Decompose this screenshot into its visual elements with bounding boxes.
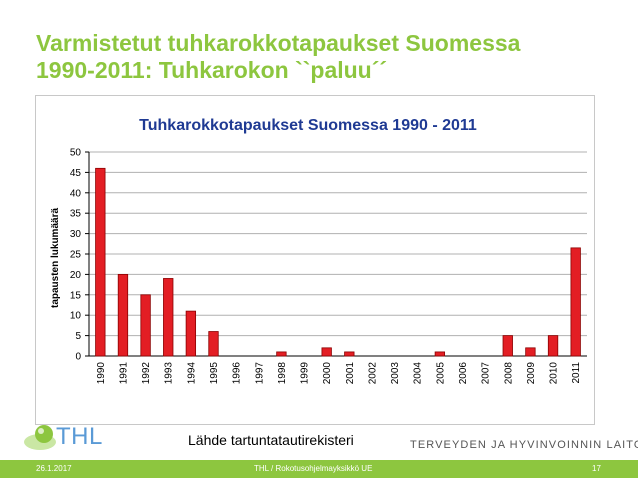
y-tick-label: 10 bbox=[70, 311, 82, 322]
y-tick-label: 35 bbox=[70, 209, 82, 220]
bar-1990 bbox=[95, 167, 106, 357]
bar-2011 bbox=[570, 247, 581, 357]
slide-title: Varmistetut tuhkarokkotapaukset Suomessa… bbox=[36, 30, 626, 84]
x-tick-label: 2011 bbox=[571, 362, 582, 384]
slide-title-line-2: 1990-2011: Tuhkarokon ``paluu´´ bbox=[36, 57, 388, 83]
bar-2005 bbox=[434, 351, 446, 357]
x-tick-label: 2001 bbox=[345, 362, 356, 385]
y-tick-label: 15 bbox=[70, 290, 82, 301]
slide-title-line-1: Varmistetut tuhkarokkotapaukset Suomessa bbox=[36, 30, 521, 56]
bar-2010 bbox=[547, 335, 559, 357]
bar-chart: Tuhkarokkotapaukset Suomessa 1990 - 2011… bbox=[50, 117, 587, 385]
bar-2000 bbox=[321, 347, 332, 357]
bar-1991 bbox=[117, 273, 129, 357]
x-tick-label: 1992 bbox=[141, 362, 152, 385]
x-tick-label: 2007 bbox=[481, 362, 492, 385]
x-tick-label: 2005 bbox=[435, 362, 446, 385]
x-tick-label: 1996 bbox=[232, 362, 243, 385]
bars bbox=[95, 167, 581, 357]
x-tick-label: 2003 bbox=[390, 362, 401, 385]
thl-logo-text: THL bbox=[56, 423, 103, 450]
y-tick-label: 25 bbox=[70, 250, 82, 261]
organization-name: TERVEYDEN JA HYVINVOINNIN LAITOS bbox=[410, 439, 638, 451]
x-tick-label: 1994 bbox=[186, 362, 197, 385]
bar-1993 bbox=[163, 278, 174, 357]
x-tick-label: 1998 bbox=[277, 362, 288, 385]
x-tick-label: 2004 bbox=[413, 362, 424, 385]
bar-1995 bbox=[208, 331, 219, 357]
bar-1992 bbox=[140, 294, 151, 357]
y-tick-label: 50 bbox=[70, 148, 82, 159]
x-tick-label: 2009 bbox=[526, 362, 537, 385]
bar-2009 bbox=[525, 347, 536, 357]
x-tick-label: 2002 bbox=[367, 362, 378, 385]
footer-bar: 26.1.2017 THL / Rokotusohjelmayksikkö UE… bbox=[0, 460, 638, 478]
x-tick-label: 2000 bbox=[322, 362, 333, 385]
footer-center-text: THL / Rokotusohjelmayksikkö UE bbox=[254, 464, 373, 473]
thl-logo-icon bbox=[24, 425, 56, 450]
y-tick-label: 30 bbox=[70, 229, 82, 240]
x-tick-label: 1991 bbox=[118, 362, 129, 385]
x-tick-label: 1997 bbox=[254, 362, 265, 385]
x-tick-label: 2008 bbox=[503, 362, 514, 385]
chart-title: Tuhkarokkotapaukset Suomessa 1990 - 2011 bbox=[139, 117, 477, 134]
bar-1994 bbox=[185, 310, 197, 357]
y-tick-label: 20 bbox=[70, 270, 82, 281]
chart-frame: Tuhkarokkotapaukset Suomessa 1990 - 2011… bbox=[35, 95, 595, 425]
x-tick-label: 1990 bbox=[96, 362, 107, 385]
x-tick-label: 1995 bbox=[209, 362, 220, 385]
source-text: Lähde tartuntatautirekisteri bbox=[188, 432, 354, 448]
bar-2008 bbox=[502, 335, 513, 357]
x-tick-label: 2006 bbox=[458, 362, 469, 385]
y-axis-ticks: 0 5 10 15 20 25 30 35 40 45 50 bbox=[70, 148, 90, 363]
y-axis-label: tapausten lukumäärä bbox=[50, 208, 61, 308]
x-tick-label: 1999 bbox=[300, 362, 311, 385]
x-tick-label: 1993 bbox=[164, 362, 175, 385]
footer-date: 26.1.2017 bbox=[36, 464, 72, 473]
bar-1998 bbox=[276, 351, 287, 357]
y-tick-label: 0 bbox=[75, 352, 81, 363]
y-tick-label: 40 bbox=[70, 188, 82, 199]
bar-2001 bbox=[344, 351, 355, 357]
y-tick-label: 5 bbox=[75, 331, 81, 342]
x-tick-label: 2010 bbox=[549, 362, 560, 385]
x-axis-ticks: 1990 1991 1992 1993 1994 1995 1996 1997 1998 1999… bbox=[96, 362, 582, 385]
y-tick-label: 45 bbox=[70, 168, 82, 179]
page-number: 17 bbox=[592, 464, 601, 473]
